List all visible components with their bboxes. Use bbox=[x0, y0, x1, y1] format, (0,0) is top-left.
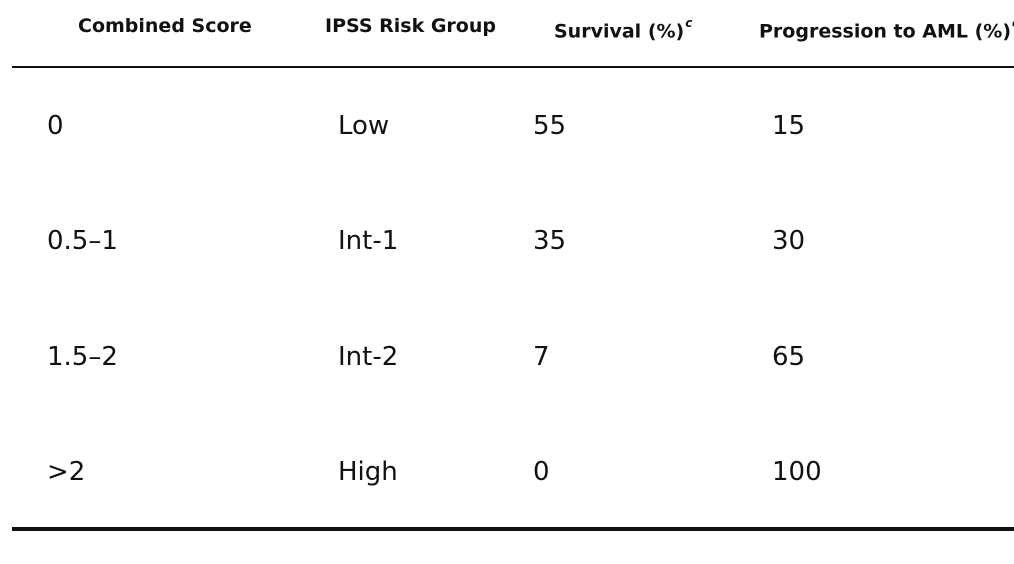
bottom-rule bbox=[12, 527, 1014, 531]
header-combined-score: Combined Score bbox=[78, 14, 252, 38]
header-label: Combined Score bbox=[78, 15, 252, 37]
header-survival: Survival (%)c bbox=[554, 14, 692, 43]
cell-combined-score: >2 bbox=[47, 457, 86, 487]
cell-progression: 30 bbox=[772, 226, 806, 256]
cell-risk-group: Int-1 bbox=[338, 226, 399, 256]
header-rule bbox=[12, 66, 1014, 68]
header-label: Progression to AML (%) bbox=[759, 20, 1012, 43]
header-label: IPSS Risk Group bbox=[325, 15, 496, 37]
cell-survival: 7 bbox=[533, 342, 550, 372]
header-label: Survival (%) bbox=[554, 20, 685, 43]
header-footnote-mark: c bbox=[1012, 16, 1014, 30]
cell-combined-score: 0 bbox=[47, 111, 64, 141]
cell-risk-group: Low bbox=[338, 111, 390, 141]
cell-risk-group: High bbox=[338, 457, 398, 487]
cell-combined-score: 1.5–2 bbox=[47, 342, 118, 372]
cell-combined-score: 0.5–1 bbox=[47, 226, 118, 256]
header-progression-to-aml: Progression to AML (%)c bbox=[759, 14, 1014, 43]
header-footnote-mark: c bbox=[685, 16, 693, 30]
table-row: >2 High 0 100 bbox=[0, 455, 1014, 495]
table-row: 0 Low 55 15 bbox=[0, 109, 1014, 149]
table-row: 0.5–1 Int-1 35 30 bbox=[0, 224, 1014, 264]
cell-progression: 15 bbox=[772, 111, 806, 141]
cell-survival: 55 bbox=[533, 111, 567, 141]
header-ipss-risk-group: IPSS Risk Group bbox=[325, 14, 496, 38]
cell-progression: 65 bbox=[772, 342, 806, 372]
table-row: 1.5–2 Int-2 7 65 bbox=[0, 340, 1014, 380]
cell-survival: 0 bbox=[533, 457, 550, 487]
cell-risk-group: Int-2 bbox=[338, 342, 399, 372]
cell-survival: 35 bbox=[533, 226, 567, 256]
cell-progression: 100 bbox=[772, 457, 822, 487]
